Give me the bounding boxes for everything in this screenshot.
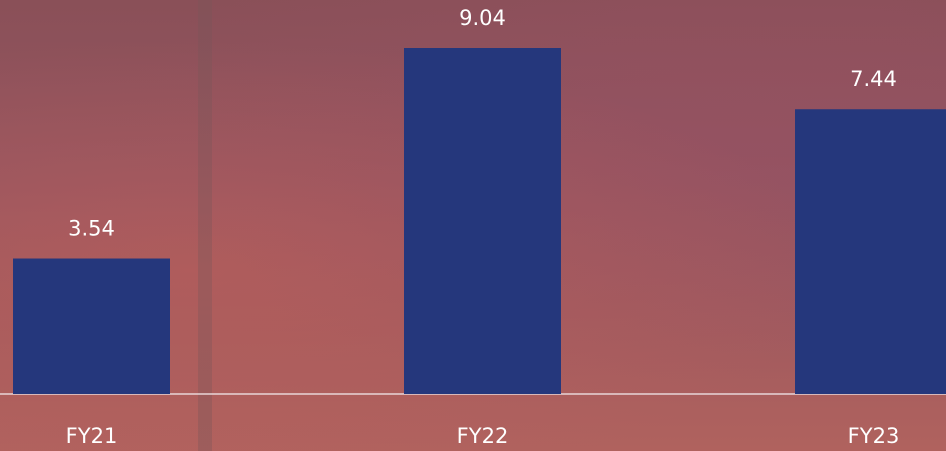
x-tick-label: FY22: [457, 424, 509, 448]
value-label: 7.44: [850, 67, 897, 91]
x-tick-label: FY21: [66, 424, 118, 448]
bar: [404, 48, 561, 394]
x-tick-label: FY23: [848, 424, 900, 448]
bar: [13, 259, 170, 394]
bar: [795, 109, 946, 394]
chart-panel: 3.54 FY21 9.04 FY22 7.44 FY23: [0, 0, 946, 451]
value-label: 3.54: [68, 217, 115, 241]
chart: 3.54 FY21 9.04 FY22 7.44 FY23: [0, 0, 946, 451]
value-label: 9.04: [459, 6, 506, 30]
background-pole: [198, 0, 212, 451]
